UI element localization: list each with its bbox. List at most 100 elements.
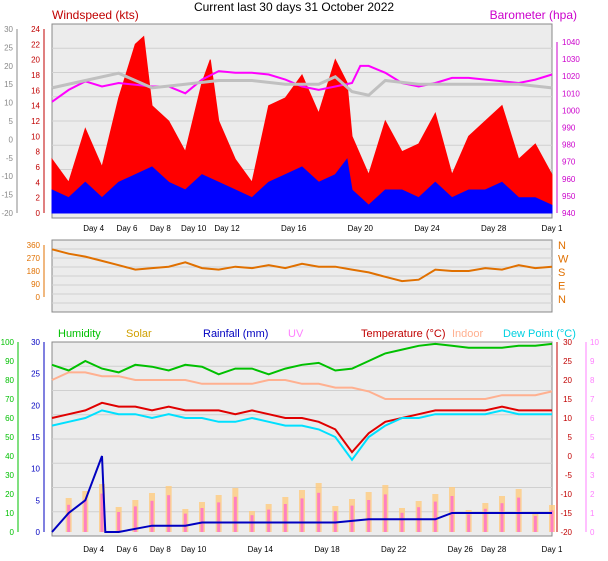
series-rainfall [51,455,552,533]
uv-axis-tick: 5 [590,433,595,442]
uv-bar [167,495,171,532]
uv-axis-tick: 1 [590,509,595,518]
x-tick-label: Day 28 [481,224,507,233]
temperature-axis-tick: 20 [563,376,572,385]
outer-axis-tick: 25 [4,43,13,52]
uv-bar [283,504,287,532]
temperature-axis-tick: 15 [563,395,572,404]
temperature-axis-tick: -10 [560,490,572,499]
barometer-axis-tick: 1000 [562,106,580,115]
uv-bar [267,509,271,532]
windspeed-axis-tick: 22 [31,40,40,49]
uv-axis-tick: 8 [590,376,595,385]
uv-bar [517,497,521,532]
uv-bar [367,500,371,532]
humidity-axis-tick: 80 [5,376,14,385]
x-tick-label: Day 1 [542,545,563,554]
temperature-axis-tick: 0 [568,452,573,461]
outer-axis-tick: -15 [1,191,13,200]
uv-bar [500,503,504,532]
x-tick-label: Day 10 [181,224,207,233]
uv-bar [233,496,237,532]
barometer-axis-tick: 980 [562,141,576,150]
barometer-axis-tick: 990 [562,124,576,133]
chart-title: Current last 30 days 31 October 2022 [194,0,394,14]
windspeed-axis-tick: 10 [31,132,40,141]
outer-axis-tick: 15 [4,80,13,89]
series-temperature [51,401,552,454]
series-dew-point [51,409,552,462]
direction-axis-tick: 0 [36,293,41,302]
x-tick-label: Day 14 [248,545,274,554]
outer-axis-tick: -5 [6,154,14,163]
uv-bar [483,508,487,532]
legend-item: UV [288,328,304,340]
outer-axis-tick: 30 [4,25,13,34]
barometer-axis-tick: 1030 [562,55,580,64]
x-tick-label: Day 22 [381,545,407,554]
temperature-axis-tick: -20 [560,528,572,537]
windspeed-axis-tick: 0 [36,209,41,218]
x-tick-label: Day 6 [117,224,138,233]
left-axis-label: Windspeed (kts) [52,8,139,22]
windspeed-axis-tick: 8 [36,148,41,157]
x-tick-label: Day 26 [448,545,474,554]
rain-axis-tick: 5 [36,496,41,505]
humidity-axis-tick: 90 [5,357,14,366]
outer-axis-tick: -20 [1,209,13,218]
legend-item: Solar [126,328,152,340]
compass-label: W [558,254,569,266]
humidity-axis-tick: 40 [5,452,14,461]
outer-axis-tick: 20 [4,62,13,71]
series-direction [51,248,553,283]
uv-axis-tick: 10 [590,338,599,347]
rain-axis-tick: 25 [31,370,40,379]
uv-bar [183,513,187,532]
barometer-axis-tick: 1040 [562,38,580,47]
x-tick-label: Day 8 [150,545,171,554]
uv-bar [533,516,537,532]
x-tick-label: Day 12 [214,224,240,233]
series-indoor [51,371,553,400]
humidity-temperature-panel: Humidity Solar Rainfall (mm) UV Temperature … [1,328,600,554]
uv-axis-tick: 3 [590,471,595,480]
uv-bar [383,494,387,532]
uv-axis-tick: 6 [590,414,595,423]
humidity-axis-tick: 30 [5,471,14,480]
windspeed-axis-tick: 6 [36,163,41,172]
barometer-axis-tick: 970 [562,158,576,167]
wind-pressure-panel: Windspeed (kts) Barometer (hpa) 30252015… [1,8,580,233]
temperature-axis-tick: -15 [560,509,572,518]
barometer-axis-tick: 1020 [562,72,580,81]
uv-bar [200,508,204,532]
compass-label: E [558,281,565,293]
legend-item: Indoor [452,328,484,340]
windspeed-axis-tick: 16 [31,86,40,95]
x-tick-label: Day 1 [542,224,563,233]
right-axis-label: Barometer (hpa) [490,8,577,22]
barometer-axis-tick: 960 [562,175,576,184]
temperature-axis-tick: 30 [563,338,572,347]
rain-axis-tick: 20 [31,401,40,410]
uv-bar [467,514,471,532]
compass-label: N [558,294,566,306]
compass-label: S [558,267,565,279]
legend-item: Temperature (°C) [361,328,445,340]
compass-label: N [558,240,566,252]
uv-bar [133,506,137,532]
outer-axis-tick: -10 [1,172,13,181]
uv-bar [67,504,71,532]
uv-axis-tick: 2 [590,490,595,499]
direction-axis-tick: 360 [27,241,41,250]
outer-axis-tick: 0 [9,135,14,144]
series-pressure [51,64,553,103]
x-tick-label: Day 4 [83,224,104,233]
barometer-axis-tick: 940 [562,209,576,218]
x-tick-label: Day 20 [348,224,374,233]
uv-bar [217,502,221,532]
windspeed-axis-tick: 2 [36,194,41,203]
humidity-axis-tick: 100 [1,338,15,347]
temperature-axis-tick: 10 [563,414,572,423]
windspeed-axis-tick: 20 [31,56,40,65]
